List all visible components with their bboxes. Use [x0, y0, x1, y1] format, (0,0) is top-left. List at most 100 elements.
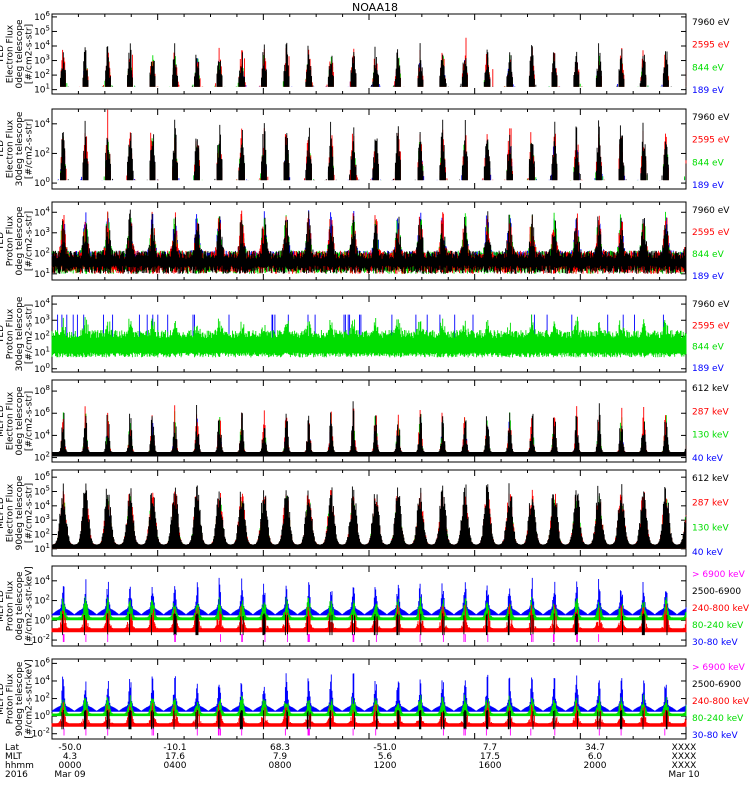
legend-entry: 80-240 keV	[692, 714, 744, 724]
y-label-line: TED	[0, 45, 6, 64]
x-tick-date: Mar 09	[54, 770, 86, 780]
y-label-line: Electron Flux	[5, 391, 15, 450]
y-label-line: TED	[0, 232, 6, 251]
legend-entry: 844 eV	[692, 158, 725, 168]
y-tick-label: 105	[34, 485, 50, 498]
x-tick-mlt: 4.3	[63, 752, 77, 762]
legend-entry: 2500-6900	[692, 680, 741, 690]
series-trace	[51, 209, 687, 274]
x-tick-lat: -50.0	[58, 743, 82, 753]
y-tick-label: 102	[34, 68, 50, 81]
series-trace	[62, 634, 600, 642]
y-tick-label: 10-2	[32, 727, 50, 740]
y-label-line: [#/cm2-s-str]	[24, 391, 34, 451]
y-label-line: [#/cm2-s-str]	[24, 211, 34, 271]
x-tick-mlt: 6.0	[588, 752, 603, 762]
chart-title: NOAA18	[351, 1, 399, 14]
legend-entry: 189 eV	[692, 272, 725, 282]
y-axis-label: TED Electron Flux 30deg telescope [#/cm2-s-…	[0, 111, 34, 186]
y-tick-label: 106	[34, 10, 50, 23]
y-tick-label: 104	[34, 499, 50, 512]
series-trace	[51, 673, 687, 712]
y-tick-label: 102	[34, 246, 50, 259]
series-trace	[57, 134, 687, 181]
y-tick-label: 100	[34, 176, 50, 189]
y-tick-label: 101	[34, 346, 50, 359]
series-trace	[51, 596, 687, 621]
y-tick-label: 103	[34, 313, 50, 326]
y-tick-label: 103	[34, 54, 50, 67]
panel-frame	[51, 108, 687, 190]
x-tick-hhmm: 0000	[59, 761, 82, 771]
legend-entry: 30-80 keV	[692, 638, 738, 648]
y-label-line: TED	[0, 140, 6, 159]
y-label-line: Proton Flux	[5, 215, 15, 266]
x-tick-mlt: 17.5	[480, 752, 500, 762]
legend-entry: 130 keV	[692, 431, 729, 441]
y-tick-label: 102	[34, 692, 50, 705]
series-trace	[60, 37, 687, 87]
panel-frame	[51, 565, 687, 647]
legend-entry: 2595 eV	[692, 41, 730, 51]
y-axis-label: MEPED Electron Flux 0deg telescope [#/cm2-s…	[0, 386, 34, 456]
y-label-line: MEPED	[0, 683, 6, 715]
x-tick-hhmm: 1600	[479, 761, 502, 771]
y-tick-label: 102	[34, 329, 50, 342]
legend-entry: > 6900 keV	[692, 663, 746, 673]
y-tick-label: 106	[34, 470, 50, 483]
legend-entry: 240-800 keV	[692, 697, 750, 707]
y-label-line: MEPED	[0, 497, 6, 529]
series-trace	[51, 417, 687, 457]
x-tick-hhmm: XXXX	[672, 761, 697, 771]
series-trace	[51, 401, 687, 457]
y-label-line: [#/cm2-s-str-keV]	[24, 566, 34, 645]
series-trace	[60, 53, 687, 87]
legend-entry: 240-800 keV	[692, 604, 750, 614]
y-label-line: 0deg telescope	[15, 571, 25, 641]
y-label-line: 90deg telescope	[15, 475, 25, 550]
x-tick-lat: -51.0	[373, 743, 397, 753]
y-label-line: 0deg telescope	[15, 386, 25, 456]
legend-entry: 2595 eV	[692, 136, 730, 146]
x-tick-mlt: 7.9	[273, 752, 288, 762]
y-tick-label: 104	[34, 674, 50, 687]
legend-entry: 80-240 keV	[692, 621, 744, 631]
y-label-line: [#/cm2-s-str-keV]	[24, 659, 34, 738]
y-axis-label: MEPED Proton Flux 90deg telescope [#/cm2-s-…	[0, 659, 34, 738]
x-axis-row-label: Lat	[5, 743, 20, 753]
x-tick-lat: 68.3	[270, 743, 290, 753]
legend-entry: 7960 eV	[692, 113, 730, 123]
y-tick-label: 102	[34, 146, 50, 159]
y-label-line: Electron Flux	[5, 119, 15, 178]
y-tick-label: 102	[34, 594, 50, 607]
y-tick-label: 106	[34, 406, 50, 419]
legend-entry: 189 eV	[692, 86, 725, 96]
legend-entry: 189 eV	[692, 181, 725, 191]
y-tick-label: 104	[34, 205, 50, 218]
y-label-line: Proton Flux	[5, 673, 15, 724]
y-label-line: Electron Flux	[5, 483, 15, 542]
y-axis-label: MEPED Electron Flux 90deg telescope [#/cm2-…	[0, 475, 34, 550]
series-trace	[61, 710, 668, 730]
series-trace	[51, 210, 687, 258]
y-label-line: 0deg telescope	[15, 206, 25, 276]
x-tick-hhmm: 0400	[164, 761, 187, 771]
x-tick-lat: -10.1	[163, 743, 186, 753]
series-trace	[51, 694, 687, 717]
legend-entry: 612 keV	[692, 474, 729, 484]
y-axis-label: TED Proton Flux 30deg telescope [#/cm2-s-st…	[0, 296, 34, 371]
y-tick-label: 108	[34, 384, 50, 397]
series-trace	[51, 577, 687, 616]
panel-frame	[51, 658, 687, 740]
x-tick-mlt: 5.6	[378, 752, 393, 762]
y-tick-label: 105	[34, 24, 50, 37]
y-tick-label: 104	[34, 39, 50, 52]
